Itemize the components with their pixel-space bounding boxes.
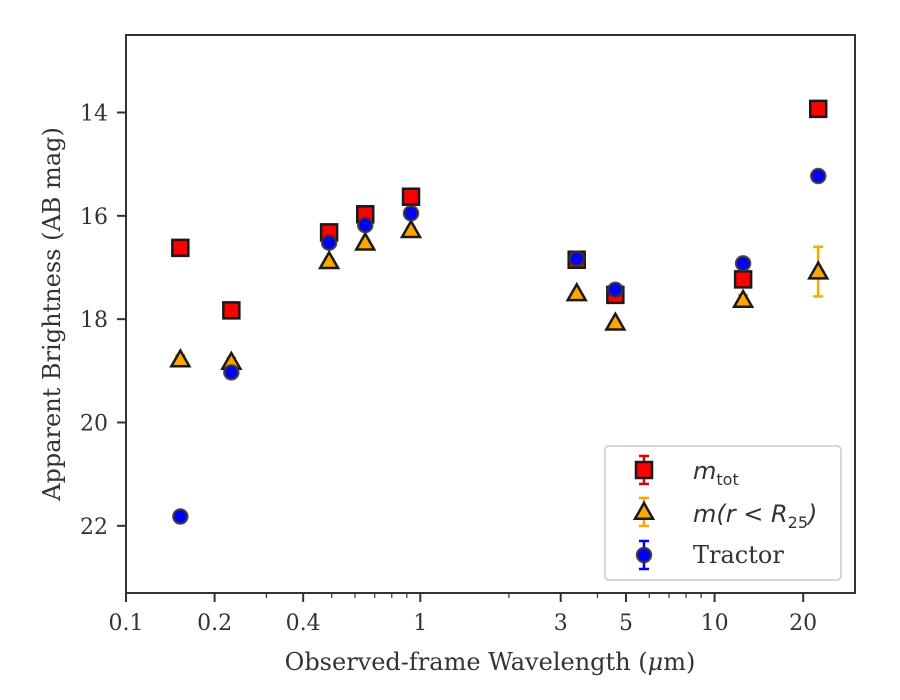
y-axis-title: Apparent Brightness (AB mag) [38,127,66,502]
point-tractor [320,234,338,251]
x-axis-ticks: 0.1 0.2 0.4 1 3 5 10 20 [109,593,817,636]
point-mtot [222,301,241,320]
legend-marker-tractor [635,546,653,564]
point-tractor [402,205,420,222]
legend-label-mtot: mtot [693,457,739,489]
legend-label-mr25: m(r < R25) [693,500,817,532]
x-tick-label: 0.1 [109,611,144,636]
point-tractor [734,255,752,272]
point-mtot [808,99,828,119]
x-tick-label: 10 [701,611,729,636]
legend-marker-mr25 [632,500,656,520]
y-axis-ticks: 14 16 18 20 22 [80,102,126,540]
y-tick-label: 22 [80,515,108,540]
point-mr25 [317,249,341,270]
legend-marker-mtot [634,460,654,480]
point-tractor [568,250,585,267]
x-tick-label: 3 [554,611,568,636]
data-markers [169,99,830,525]
point-mr25 [565,281,588,302]
point-mtot [733,270,753,289]
point-mtot [171,238,190,258]
point-mr25 [354,231,377,251]
y-tick-label: 16 [80,205,108,230]
legend-frame [604,445,842,581]
legend-label-tractor: Tractor [693,541,784,569]
point-tractor [172,508,189,525]
plot-frame [125,34,856,594]
x-tick-label: 0.4 [286,611,321,636]
point-tractor [356,216,374,234]
point-tractor [607,281,624,298]
x-tick-label: 20 [789,611,817,636]
point-mtot [401,187,421,206]
point-mr25 [169,347,192,368]
point-mr25 [604,311,627,331]
point-mr25 [399,218,423,239]
y-tick-label: 14 [80,102,108,127]
legend: mtot m(r < R25) Tractor [604,445,842,581]
x-tick-label: 0.2 [197,611,232,636]
x-tick-label: 5 [619,611,633,636]
x-tick-label: 1 [413,611,427,636]
x-axis-title: Observed-frame Wavelength (μm) [285,648,696,676]
point-tractor [223,364,240,381]
point-tractor [809,167,827,185]
y-tick-label: 20 [80,412,108,437]
y-tick-label: 18 [80,308,108,333]
point-mr25 [807,260,830,280]
point-mr25 [731,288,755,309]
